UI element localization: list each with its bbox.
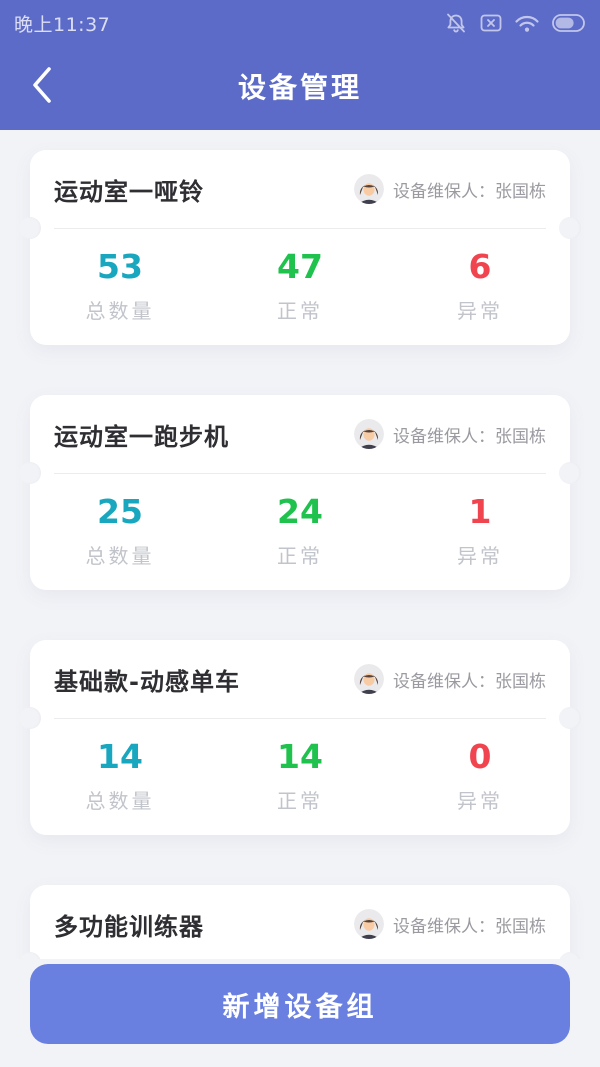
- maintainer-avatar: [354, 664, 384, 694]
- stat-normal-value: 47: [277, 247, 323, 286]
- stat-normal-value: 24: [277, 492, 323, 531]
- stat-abnormal: 6 异常: [390, 249, 570, 324]
- wifi-icon: [514, 13, 540, 33]
- maintainer-text: 设备维保人：张国栋: [393, 671, 546, 692]
- sim-x-icon: [480, 13, 502, 33]
- maintainer-avatar: [354, 174, 384, 204]
- mute-bell-icon: [444, 12, 468, 34]
- app-bar: 晚上11:37: [0, 0, 600, 130]
- card-notch-right: [559, 217, 581, 239]
- maintainer-avatar: [354, 419, 384, 449]
- stat-total-label: 总数量: [85, 789, 155, 813]
- stat-normal: 47 正常: [210, 249, 390, 324]
- card-stats: 53 总数量 47 正常 6 异常: [30, 229, 570, 324]
- back-button[interactable]: [20, 60, 64, 112]
- stat-total-label: 总数量: [85, 544, 155, 568]
- maintainer-avatar: [354, 909, 384, 939]
- device-group-card[interactable]: 基础款-动感单车 设备维保人：张国栋: [19, 640, 581, 835]
- device-group-card[interactable]: 运动室一跑步机 设备维保人：张国栋: [19, 395, 581, 590]
- maintainer-text: 设备维保人：张国栋: [393, 181, 546, 202]
- stat-total: 53 总数量: [30, 249, 210, 324]
- device-group-card[interactable]: 运动室一哑铃 设备维保人：张国栋: [19, 150, 581, 345]
- add-device-group-button[interactable]: 新增设备组: [30, 964, 570, 1044]
- card-notch-right: [559, 462, 581, 484]
- stat-total: 25 总数量: [30, 494, 210, 569]
- stat-normal-value: 14: [277, 737, 323, 776]
- card-notch-left: [19, 707, 41, 729]
- stat-total-value: 25: [97, 492, 143, 531]
- stat-abnormal: 0 异常: [390, 739, 570, 814]
- maintainer: 设备维保人：张国栋: [354, 664, 546, 694]
- stat-total: 14 总数量: [30, 739, 210, 814]
- maintainer: 设备维保人：张国栋: [354, 909, 546, 939]
- stat-abnormal-label: 异常: [457, 544, 503, 568]
- card-title: 运动室一跑步机: [54, 422, 229, 451]
- stat-total-label: 总数量: [85, 299, 155, 323]
- bottom-bar: 新增设备组: [0, 959, 600, 1067]
- card-title: 运动室一哑铃: [54, 177, 204, 206]
- stat-abnormal-value: 1: [468, 492, 492, 531]
- stat-abnormal: 1 异常: [390, 494, 570, 569]
- stat-normal: 14 正常: [210, 739, 390, 814]
- maintainer: 设备维保人：张国栋: [354, 174, 546, 204]
- battery-icon: [552, 14, 586, 32]
- stat-total-value: 14: [97, 737, 143, 776]
- stat-abnormal-label: 异常: [457, 789, 503, 813]
- card-stats: 14 总数量 14 正常 0 异常: [30, 719, 570, 814]
- card-divider: [54, 228, 546, 229]
- stat-normal: 24 正常: [210, 494, 390, 569]
- status-bar: 晚上11:37: [0, 0, 600, 40]
- maintainer-text: 设备维保人：张国栋: [393, 916, 546, 937]
- nav-bar: 设备管理: [0, 40, 600, 132]
- page-title: 设备管理: [237, 71, 362, 104]
- status-time: 晚上11:37: [14, 13, 111, 36]
- card-notch-left: [19, 462, 41, 484]
- maintainer-text: 设备维保人：张国栋: [393, 426, 546, 447]
- card-divider: [54, 718, 546, 719]
- stat-abnormal-value: 0: [468, 737, 492, 776]
- stat-normal-label: 正常: [277, 789, 323, 813]
- card-stats: 25 总数量 24 正常 1 异常: [30, 474, 570, 569]
- stat-normal-label: 正常: [277, 299, 323, 323]
- card-title: 多功能训练器: [54, 912, 204, 941]
- stat-total-value: 53: [97, 247, 143, 286]
- card-notch-left: [19, 217, 41, 239]
- card-title: 基础款-动感单车: [54, 667, 240, 696]
- chevron-left-icon: [30, 65, 54, 108]
- card-divider: [54, 473, 546, 474]
- device-group-list: 运动室一哑铃 设备维保人：张国栋: [0, 130, 600, 1067]
- stat-abnormal-label: 异常: [457, 299, 503, 323]
- stat-normal-label: 正常: [277, 544, 323, 568]
- card-notch-right: [559, 707, 581, 729]
- status-icons: [444, 12, 586, 34]
- maintainer: 设备维保人：张国栋: [354, 419, 546, 449]
- stat-abnormal-value: 6: [468, 247, 492, 286]
